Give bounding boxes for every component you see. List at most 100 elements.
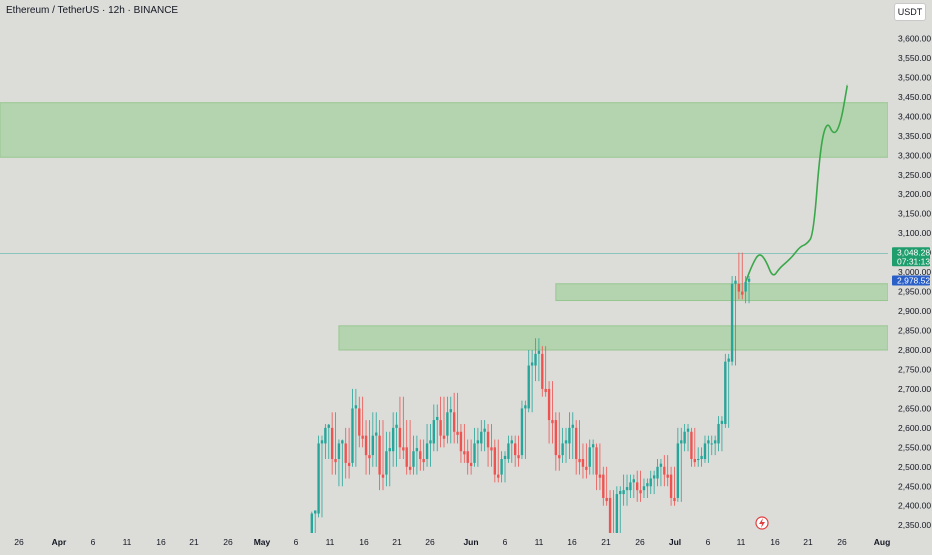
- candle-63: [737, 252, 744, 300]
- y-tick-label-19: 3,300.00: [898, 150, 931, 160]
- candle-12: [391, 412, 398, 467]
- y-tick-label-20: 3,350.00: [898, 131, 931, 141]
- candle-27: [493, 439, 500, 483]
- y-tick-label-17: 3,200.00: [898, 189, 931, 199]
- y-tick-label-9: 2,800.00: [898, 345, 931, 355]
- candle-23: [466, 439, 473, 475]
- candle-8: [364, 420, 371, 475]
- y-tick-label-24: 3,550.00: [898, 53, 931, 63]
- y-tick-label-4: 2,550.00: [898, 442, 931, 452]
- x-tick-label-18: 26: [635, 537, 645, 547]
- candle-38: [568, 412, 574, 460]
- candle-15: [412, 435, 419, 475]
- candle-24: [473, 427, 480, 467]
- y-tick-label-15: 3,100.00: [898, 228, 931, 238]
- candle-22: [459, 423, 466, 463]
- candle-16: [419, 439, 425, 471]
- projection-path: [744, 85, 849, 283]
- candle-10: [378, 420, 385, 491]
- candle-1: [317, 435, 324, 518]
- x-tick-label-4: 16: [156, 537, 166, 547]
- candle-21: [452, 392, 459, 444]
- currency-button[interactable]: USDT: [894, 3, 926, 21]
- x-tick-label-25: Aug: [874, 537, 891, 547]
- y-tick-label-5: 2,600.00: [898, 423, 931, 433]
- candle-20: [446, 396, 452, 444]
- candle-53: [669, 466, 676, 506]
- candle-42: [595, 443, 602, 491]
- x-tick-label-16: 16: [567, 537, 577, 547]
- candle-39: [574, 420, 581, 475]
- y-tick-label-22: 3,450.00: [898, 92, 931, 102]
- y-tick-label-8: 2,750.00: [898, 364, 931, 374]
- y-tick-label-21: 3,400.00: [898, 111, 931, 121]
- candle-57: [697, 447, 703, 467]
- candle-7: [358, 396, 364, 448]
- countdown-label: 07:31:13: [897, 256, 930, 266]
- y-tick-label-13: 3,000.00: [898, 267, 931, 277]
- supply-zone-2: [555, 283, 889, 302]
- x-tick-label-2: 6: [91, 537, 96, 547]
- candle-52: [663, 455, 669, 487]
- last-price-label: 3,048.28: [897, 247, 930, 257]
- x-tick-label-7: May: [254, 537, 271, 547]
- candle-55: [683, 423, 690, 452]
- chart-title: Ethereum / TetherUS · 12h · BINANCE: [6, 5, 179, 16]
- candle-17: [425, 423, 432, 467]
- x-tick-label-24: 26: [837, 537, 847, 547]
- y-tick-label-1: 2,400.00: [898, 501, 931, 511]
- y-tick-label-12: 2,950.00: [898, 287, 931, 297]
- candle-41: [588, 439, 595, 475]
- candle-62: [730, 276, 737, 366]
- x-tick-label-19: Jul: [669, 537, 681, 547]
- y-tick-label-16: 3,150.00: [898, 209, 931, 219]
- candle-51: [656, 459, 663, 487]
- candle-35: [547, 381, 554, 444]
- y-tick-label-6: 2,650.00: [898, 403, 931, 413]
- supply-zone-1: [338, 325, 889, 351]
- candle-49: [642, 478, 649, 498]
- candle-54: [676, 427, 683, 502]
- candle-28: [500, 451, 507, 483]
- candle-43: [602, 466, 608, 506]
- x-tick-label-5: 21: [189, 537, 199, 547]
- x-tick-label-3: 11: [123, 537, 132, 547]
- x-tick-label-6: 26: [223, 537, 233, 547]
- candle-26: [486, 423, 493, 467]
- candle-19: [439, 396, 446, 448]
- x-tick-label-1: Apr: [52, 537, 67, 547]
- x-tick-label-11: 21: [392, 537, 402, 547]
- candle-3: [330, 412, 337, 475]
- x-tick-label-13: Jun: [463, 537, 478, 547]
- lightning-alert-icon[interactable]: [755, 516, 769, 530]
- candle-32: [527, 349, 534, 413]
- candle-36: [554, 412, 561, 471]
- x-tick-label-23: 21: [803, 537, 813, 547]
- y-tick-label-11: 2,900.00: [898, 306, 931, 316]
- candle-34: [541, 346, 547, 397]
- y-tick-label-25: 3,600.00: [898, 33, 931, 43]
- candle-31: [520, 400, 527, 460]
- candle-40: [581, 443, 588, 479]
- y-tick-label-3: 2,500.00: [898, 462, 931, 472]
- y-tick-label-0: 2,350.00: [898, 520, 931, 530]
- x-tick-label-17: 21: [601, 537, 611, 547]
- x-tick-label-9: 11: [326, 537, 335, 547]
- candle-61: [724, 353, 730, 428]
- candle-56: [690, 427, 696, 467]
- candle-13: [398, 396, 405, 460]
- y-tick-label-2: 2,450.00: [898, 481, 931, 491]
- y-tick-label-10: 2,850.00: [898, 326, 931, 336]
- candle-37: [561, 427, 568, 463]
- candle-58: [703, 435, 710, 463]
- candle-48: [636, 470, 642, 502]
- candle-6: [351, 388, 358, 467]
- candle-11: [385, 431, 391, 487]
- x-tick-label-8: 6: [294, 537, 299, 547]
- candle-47: [629, 474, 635, 498]
- candle-4: [337, 439, 344, 487]
- x-tick-label-14: 6: [503, 537, 508, 547]
- reference-price-badge: 2,978.52: [892, 275, 930, 286]
